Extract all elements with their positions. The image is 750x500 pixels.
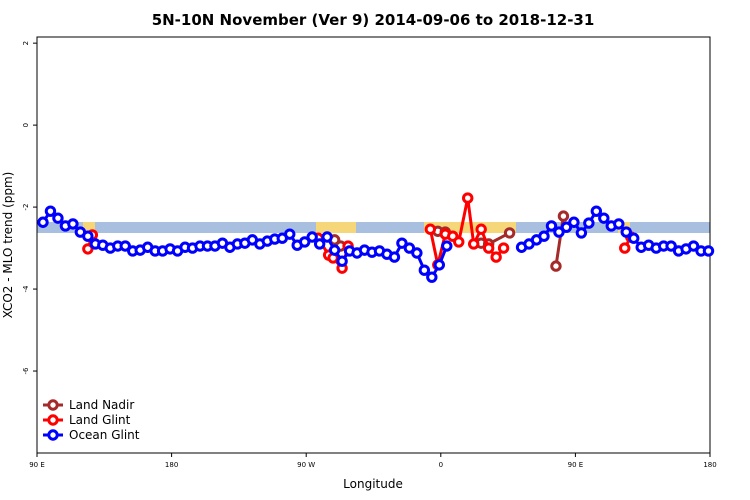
point xyxy=(396,237,408,249)
point xyxy=(590,205,603,217)
legend-swatch-marker xyxy=(47,429,59,441)
point xyxy=(82,230,94,242)
point xyxy=(545,220,558,232)
point xyxy=(468,238,480,250)
chart-title: 5N-10N November (Ver 9) 2014-09-06 to 20… xyxy=(152,11,595,29)
point xyxy=(418,264,431,276)
point xyxy=(44,205,57,217)
point xyxy=(299,236,311,248)
point xyxy=(475,223,487,235)
point xyxy=(403,242,416,254)
x-tick-label: 90 W xyxy=(297,461,315,469)
point xyxy=(37,216,49,228)
point xyxy=(619,242,631,254)
legend-swatch-marker xyxy=(47,414,59,426)
point xyxy=(119,240,131,252)
point xyxy=(411,247,423,259)
point xyxy=(550,260,562,272)
series xyxy=(82,192,637,274)
point xyxy=(557,210,570,222)
point xyxy=(52,212,64,224)
point xyxy=(82,243,94,255)
point xyxy=(321,231,333,243)
y-tick-label: -6 xyxy=(22,367,30,375)
point xyxy=(620,226,632,238)
point xyxy=(560,221,573,233)
point xyxy=(336,255,348,267)
point xyxy=(568,216,580,228)
point xyxy=(441,240,453,252)
point xyxy=(433,259,446,271)
point xyxy=(702,245,715,257)
point xyxy=(482,242,495,254)
point xyxy=(575,227,588,239)
point xyxy=(313,238,326,250)
x-tick-label: 90 E xyxy=(29,461,45,469)
y-axis-label: XCO2 - MLO trend (ppm) xyxy=(1,172,15,319)
point xyxy=(453,236,465,248)
point xyxy=(665,240,677,252)
point xyxy=(598,212,610,224)
legend-label: Ocean Glint xyxy=(69,428,140,442)
point xyxy=(426,271,438,283)
point xyxy=(538,230,550,242)
plot-frame xyxy=(36,36,711,454)
x-tick-label: 0 xyxy=(439,461,443,469)
series xyxy=(37,205,715,283)
point xyxy=(613,218,625,230)
y-tick-label: 2 xyxy=(22,41,30,45)
point xyxy=(462,192,474,204)
point xyxy=(284,228,296,240)
point xyxy=(67,218,79,230)
x-tick-label: 180 xyxy=(165,461,178,469)
point xyxy=(628,232,640,244)
point xyxy=(388,251,401,263)
point xyxy=(583,217,595,229)
point xyxy=(424,223,437,235)
y-tick-label: -2 xyxy=(22,204,30,211)
point xyxy=(497,242,510,254)
point xyxy=(490,251,502,263)
y-tick-label: 0 xyxy=(22,123,30,127)
point xyxy=(687,240,700,252)
point xyxy=(306,231,318,243)
x-axis-label: Longitude xyxy=(343,477,403,491)
point xyxy=(553,226,565,238)
point xyxy=(503,227,516,239)
point xyxy=(328,244,341,256)
x-tick-label: 180 xyxy=(703,461,716,469)
legend-swatch-marker xyxy=(47,399,59,411)
x-tick-label: 90 E xyxy=(568,461,584,469)
y-tick-label: -4 xyxy=(22,285,30,293)
legend-label: Land Glint xyxy=(69,413,131,427)
legend-label: Land Nadir xyxy=(69,398,134,412)
